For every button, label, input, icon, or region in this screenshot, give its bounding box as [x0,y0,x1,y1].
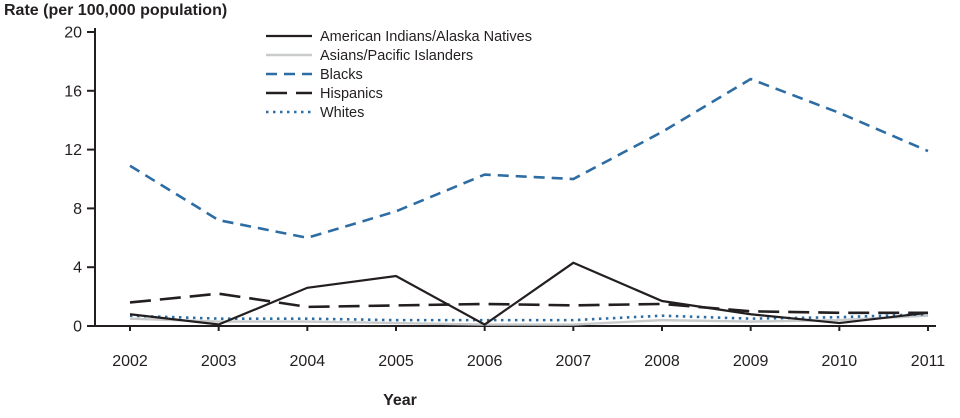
legend: American Indians/Alaska Natives Asians/Pa… [266,29,532,121]
x-tick-label: 2003 [201,353,237,370]
legend-label-asians-pacific-islanders: Asians/Pacific Islanders [320,48,473,64]
legend-label-blacks: Blacks [320,67,363,83]
y-tick-label: 16 [64,83,82,100]
y-axis-title: Rate (per 100,000 population) [4,2,228,19]
legend-label-hispanics: Hispanics [320,86,383,102]
x-tick-label: 2011 [911,353,946,370]
x-tick-label: 2008 [644,353,680,370]
series-line-blacks [129,77,929,240]
x-tick-label: 2007 [556,353,592,370]
y-tick-label: 0 [73,319,82,336]
x-tick-label: 2010 [822,353,858,370]
x-tick-label: 2002 [112,353,148,370]
legend-label-american-indians-alaska-natives: American Indians/Alaska Natives [320,29,532,45]
x-axis-title: Year [383,392,417,409]
x-tick-label: 2004 [290,353,326,370]
y-tick-label: 20 [64,25,82,42]
series-group [129,77,929,326]
x-tick-label: 2009 [733,353,769,370]
x-tick-label: 2005 [378,353,414,370]
y-tick-label: 4 [73,260,82,277]
series-line-hispanics [129,292,928,315]
x-tick-label: 2006 [467,353,503,370]
y-tick-label: 12 [64,142,82,159]
legend-label-whites: Whites [320,105,364,121]
series-line-asians-pacific-islanders [129,314,929,326]
series-line-american-indians-alaska-natives [129,261,929,326]
y-tick-label: 8 [73,201,82,218]
